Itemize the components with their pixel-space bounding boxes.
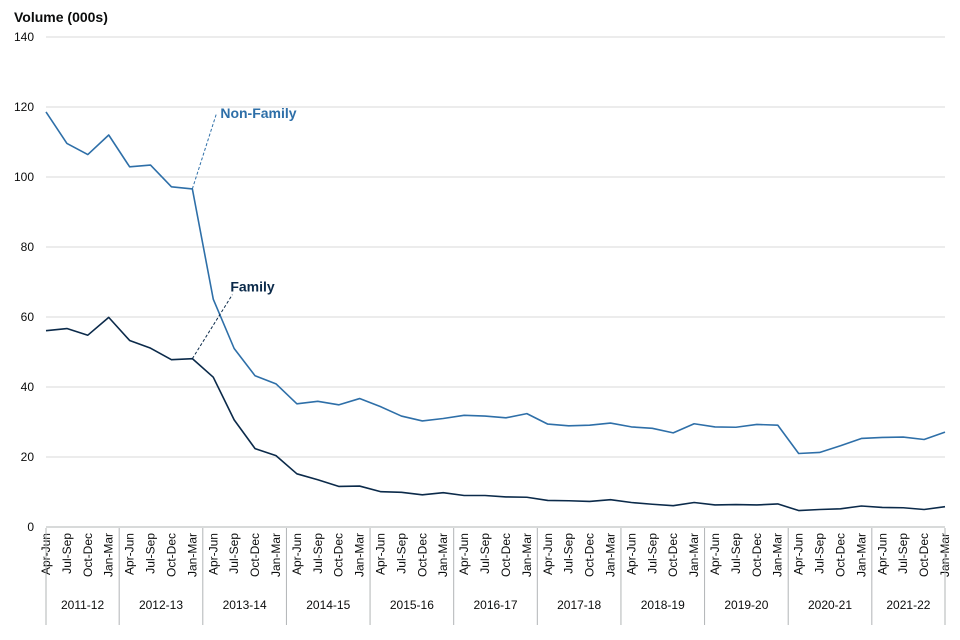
x-tick-label: Oct-Dec xyxy=(833,533,847,577)
y-tick-label: 0 xyxy=(27,520,34,534)
y-axis-label: Volume (000s) xyxy=(14,9,108,25)
x-tick-label: Jan-Mar xyxy=(771,533,785,577)
x-tick-label: Oct-Dec xyxy=(666,533,680,577)
x-tick-label: Oct-Dec xyxy=(164,533,178,577)
year-label: 2018-19 xyxy=(641,598,685,612)
x-tick-label: Apr-Jun xyxy=(374,533,388,575)
y-tick-label: 40 xyxy=(21,380,35,394)
x-tick-label: Apr-Jun xyxy=(541,533,555,575)
x-tick-label: Jul-Sep xyxy=(562,533,576,574)
x-tick-label: Jul-Sep xyxy=(311,533,325,574)
x-tick-label: Jan-Mar xyxy=(603,533,617,577)
x-tick-label: Jul-Sep xyxy=(478,533,492,574)
x-tick-label: Jul-Sep xyxy=(729,533,743,574)
series-labels: Non-Family Family xyxy=(191,105,297,359)
x-tick-label: Apr-Jun xyxy=(290,533,304,575)
y-tick-label: 80 xyxy=(21,240,35,254)
year-label: 2020-21 xyxy=(808,598,852,612)
x-tick-label: Oct-Dec xyxy=(917,533,931,577)
x-tick-label: Oct-Dec xyxy=(750,533,764,577)
x-tick-label: Oct-Dec xyxy=(415,533,429,577)
gridlines: 0 20 40 60 80 100 120 140 xyxy=(14,30,945,534)
series-line-non-family xyxy=(45,111,946,455)
x-tick-label: Jul-Sep xyxy=(813,533,827,574)
leader-line xyxy=(191,113,217,190)
x-tick-label: Jan-Mar xyxy=(102,533,116,577)
x-tick-label: Jul-Sep xyxy=(227,533,241,574)
y-tick-label: 140 xyxy=(14,30,34,44)
year-label: 2013-14 xyxy=(223,598,267,612)
year-label: 2021-22 xyxy=(886,598,930,612)
x-tick-label: Oct-Dec xyxy=(81,533,95,577)
x-tick-label: Apr-Jun xyxy=(457,533,471,575)
series-line-family xyxy=(45,316,946,512)
x-tick-label: Jul-Sep xyxy=(394,533,408,574)
x-axis: Apr-Jun Jul-Sep Oct-Dec Jan-Mar Apr-Jun Jul-S… xyxy=(39,528,952,625)
x-tick-label: Apr-Jun xyxy=(792,533,806,575)
x-tick-label: Apr-Jun xyxy=(624,533,638,575)
x-tick-label: Jan-Mar xyxy=(520,533,534,577)
leader-line xyxy=(191,294,233,359)
x-tick-label: Apr-Jun xyxy=(708,533,722,575)
x-tick-label: Oct-Dec xyxy=(583,533,597,577)
series-label-non-family: Non-Family xyxy=(220,105,296,121)
year-label: 2019-20 xyxy=(724,598,768,612)
x-tick-label: Jan-Mar xyxy=(854,533,868,577)
y-tick-label: 20 xyxy=(21,450,35,464)
y-tick-label: 60 xyxy=(21,310,35,324)
x-tick-label: Oct-Dec xyxy=(499,533,513,577)
year-label: 2012-13 xyxy=(139,598,183,612)
x-tick-label: Jan-Mar xyxy=(436,533,450,577)
x-tick-label: Jan-Mar xyxy=(269,533,283,577)
x-tick-label: Jan-Mar xyxy=(185,533,199,577)
y-tick-label: 120 xyxy=(14,100,34,114)
x-tick-label: Oct-Dec xyxy=(332,533,346,577)
series-label-family: Family xyxy=(230,279,275,295)
x-tick-label: Apr-Jun xyxy=(206,533,220,575)
year-label: 2015-16 xyxy=(390,598,434,612)
x-tick-label: Jul-Sep xyxy=(60,533,74,574)
x-tick-label: Jan-Mar xyxy=(353,533,367,577)
year-label: 2014-15 xyxy=(306,598,350,612)
x-tick-label: Apr-Jun xyxy=(875,533,889,575)
x-tick-label: Oct-Dec xyxy=(248,533,262,577)
x-tick-label: Jul-Sep xyxy=(645,533,659,574)
y-tick-label: 100 xyxy=(14,170,34,184)
x-tick-label: Jan-Mar xyxy=(687,533,701,577)
x-tick-label: Jul-Sep xyxy=(896,533,910,574)
x-tick-label: Apr-Jun xyxy=(123,533,137,575)
year-label: 2016-17 xyxy=(473,598,517,612)
x-tick-label: Jul-Sep xyxy=(144,533,158,574)
series-lines xyxy=(45,111,946,512)
year-label: 2011-12 xyxy=(61,598,104,612)
year-label: 2017-18 xyxy=(557,598,601,612)
